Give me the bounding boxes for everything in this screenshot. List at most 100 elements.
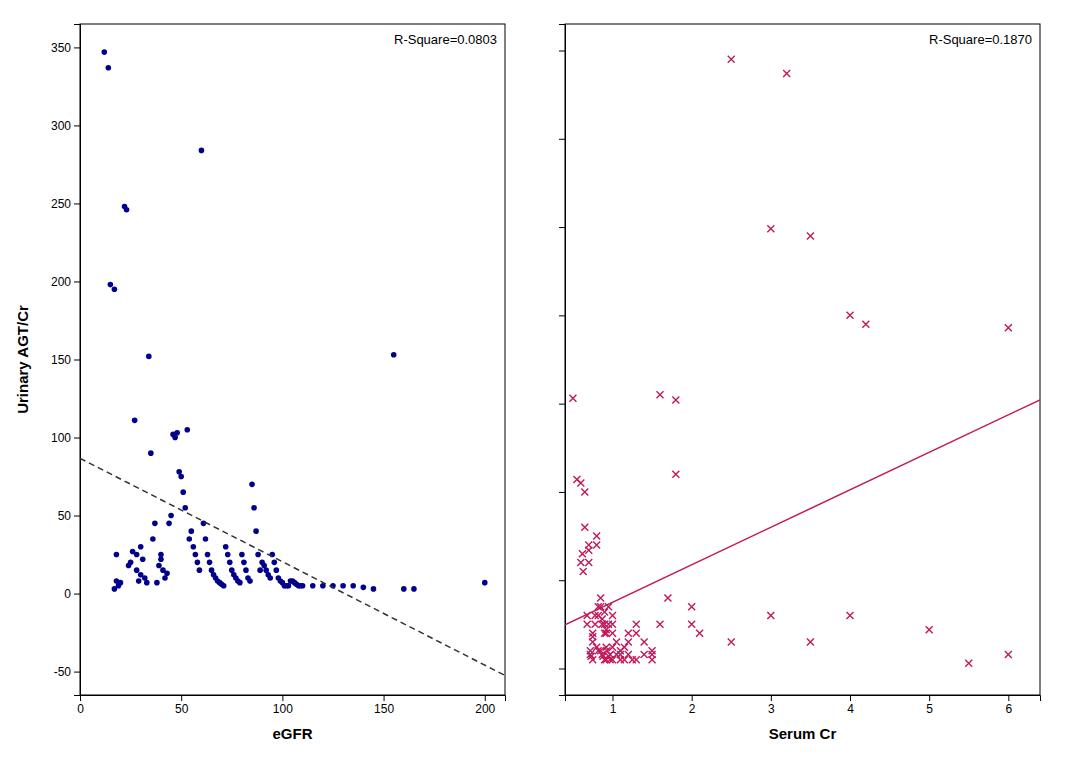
point bbox=[136, 578, 142, 584]
point bbox=[106, 65, 112, 71]
y-tick bbox=[559, 139, 565, 140]
point bbox=[350, 583, 356, 589]
point bbox=[166, 521, 172, 527]
tick-mark bbox=[74, 672, 80, 673]
tick-mark bbox=[74, 281, 80, 282]
y-tick: 50 bbox=[58, 509, 80, 523]
tick-label: 5 bbox=[926, 702, 933, 716]
point bbox=[862, 321, 869, 328]
point bbox=[243, 567, 249, 573]
point bbox=[592, 621, 599, 628]
point bbox=[847, 612, 854, 619]
point bbox=[201, 521, 207, 527]
point bbox=[178, 474, 184, 480]
x-tick: 3 bbox=[768, 695, 775, 716]
y-tick bbox=[559, 50, 565, 51]
tick-label: 0 bbox=[64, 587, 71, 601]
point bbox=[657, 391, 664, 398]
point bbox=[609, 612, 616, 619]
point bbox=[207, 560, 213, 566]
tick-label: -50 bbox=[54, 665, 72, 679]
tick-label: 4 bbox=[847, 702, 854, 716]
point bbox=[144, 580, 150, 586]
point bbox=[152, 521, 158, 527]
x-tick: 200 bbox=[475, 695, 495, 716]
point bbox=[579, 550, 586, 557]
plot-area bbox=[565, 56, 1040, 667]
tick-label: 350 bbox=[51, 41, 71, 55]
tick-label: 150 bbox=[374, 702, 394, 716]
point bbox=[101, 49, 107, 55]
tick-label: 100 bbox=[51, 431, 71, 445]
point bbox=[271, 560, 277, 566]
point bbox=[649, 647, 656, 654]
point bbox=[728, 639, 735, 646]
point bbox=[482, 580, 488, 586]
x-tick: 50 bbox=[175, 695, 189, 716]
point bbox=[613, 639, 620, 646]
tick-mark bbox=[74, 203, 80, 204]
point bbox=[221, 583, 227, 589]
point bbox=[609, 621, 616, 628]
point bbox=[585, 559, 592, 566]
tick-label: 200 bbox=[51, 275, 71, 289]
point bbox=[569, 395, 576, 402]
axis-domain bbox=[566, 696, 1041, 702]
point bbox=[589, 656, 596, 663]
x-tick: 5 bbox=[926, 695, 933, 716]
point bbox=[223, 544, 229, 550]
panel: 050100150200-50050100150200250300350eGFR… bbox=[14, 24, 506, 742]
tick-mark bbox=[74, 360, 80, 361]
point bbox=[146, 354, 152, 360]
point bbox=[257, 567, 263, 573]
chart: 050100150200-50050100150200250300350eGFR… bbox=[0, 0, 1065, 767]
point bbox=[182, 505, 188, 511]
axis-domain bbox=[81, 696, 506, 702]
tick-mark bbox=[559, 669, 565, 670]
point bbox=[593, 533, 600, 540]
point bbox=[625, 639, 632, 646]
plot-frame bbox=[565, 24, 1040, 695]
point bbox=[340, 583, 346, 589]
y-tick bbox=[559, 669, 565, 670]
point bbox=[847, 312, 854, 319]
point bbox=[581, 524, 588, 531]
point bbox=[965, 660, 972, 667]
point bbox=[132, 418, 138, 424]
point bbox=[184, 427, 190, 433]
x-axis: 0 50 100 150 200 bbox=[77, 695, 505, 716]
point bbox=[253, 528, 259, 534]
x-tick: 0 bbox=[77, 695, 84, 716]
point bbox=[649, 656, 656, 663]
y-tick: 300 bbox=[51, 119, 80, 133]
tick-mark bbox=[559, 315, 565, 316]
point bbox=[633, 656, 640, 663]
y-tick: 100 bbox=[51, 431, 80, 445]
tick-mark bbox=[692, 695, 693, 701]
point bbox=[807, 639, 814, 646]
x-tick: 100 bbox=[273, 695, 293, 716]
point bbox=[672, 397, 679, 404]
tick-mark bbox=[74, 125, 80, 126]
tick-label: 3 bbox=[768, 702, 775, 716]
point bbox=[247, 578, 253, 584]
point bbox=[114, 552, 120, 558]
plot-area bbox=[80, 49, 505, 675]
point bbox=[625, 651, 632, 658]
point bbox=[134, 552, 140, 558]
point bbox=[609, 644, 616, 651]
tick-label: 6 bbox=[1005, 702, 1012, 716]
point bbox=[601, 609, 608, 616]
point bbox=[657, 621, 664, 628]
tick-mark bbox=[559, 492, 565, 493]
y-tick bbox=[559, 580, 565, 581]
point bbox=[249, 482, 255, 488]
y-axis bbox=[559, 25, 566, 696]
annotation: R-Square=0.1870 bbox=[929, 32, 1032, 47]
point bbox=[128, 560, 134, 566]
point bbox=[641, 651, 648, 658]
point bbox=[411, 586, 417, 592]
tick-label: 250 bbox=[51, 197, 71, 211]
y-tick bbox=[559, 492, 565, 493]
tick-mark bbox=[559, 404, 565, 405]
